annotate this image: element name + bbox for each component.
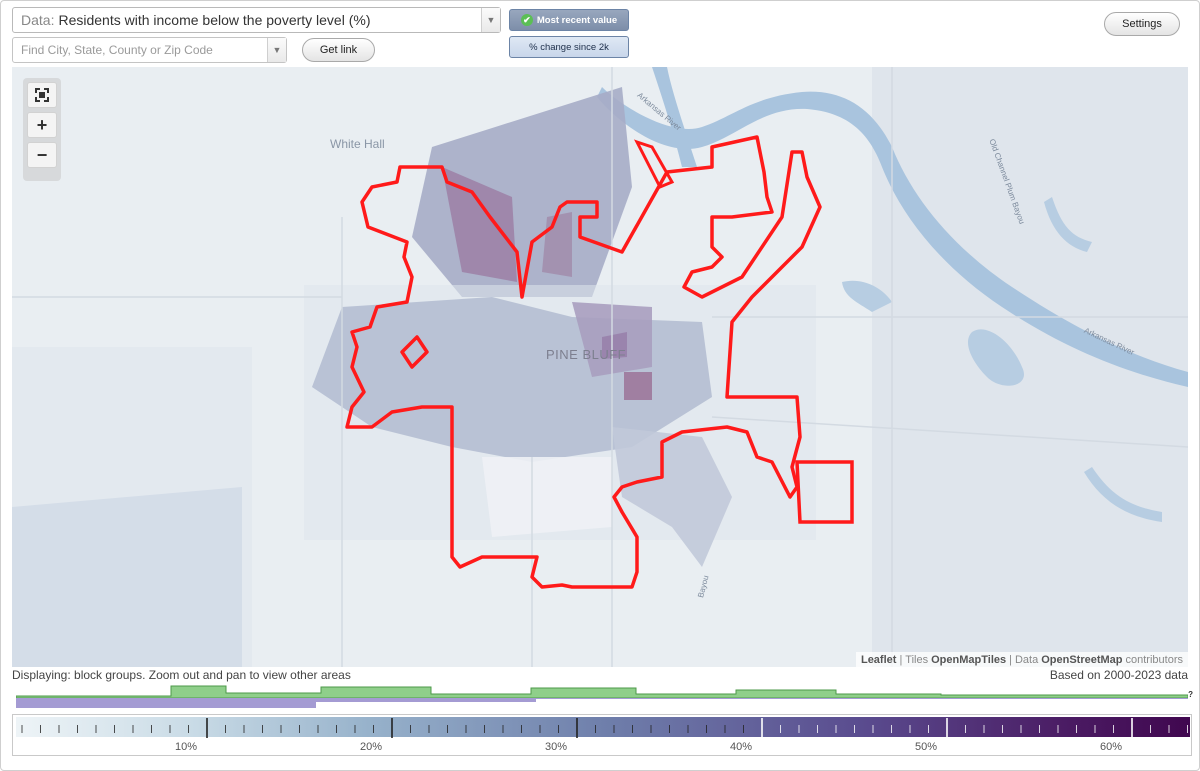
most-recent-value-button[interactable]: ✔ Most recent value (509, 9, 629, 31)
search-input[interactable] (12, 37, 287, 63)
lake-3 (1044, 197, 1092, 252)
river-north-channel (652, 67, 697, 167)
data-selector-value: Residents with income below the poverty … (58, 12, 371, 28)
data-range-status: Based on 2000-2023 data (1049, 668, 1188, 682)
data-selector[interactable]: Data: Residents with income below the po… (12, 7, 501, 33)
leaflet-link[interactable]: Leaflet (860, 653, 897, 666)
displaying-status: Displaying: block groups. Zoom out and p… (12, 668, 351, 682)
zoom-in-button[interactable]: + (27, 112, 57, 138)
blockgroup-south-east (612, 427, 732, 567)
lake-1 (967, 329, 1024, 386)
map-label-white-hall: White Hall (330, 137, 385, 151)
scale-ticks (21, 718, 1188, 738)
attrib-sep-2: | (1009, 653, 1012, 666)
lake-2 (842, 280, 892, 312)
histogram-green-bars (16, 685, 1188, 699)
zoom-controls: + − (23, 78, 61, 181)
zoom-out-button[interactable]: − (27, 142, 57, 168)
map-attribution: Leaflet | Tiles OpenMapTiles | Data Open… (855, 652, 1188, 667)
lake-4 (1084, 467, 1162, 522)
openstreetmap-link[interactable]: OpenStreetMap (1041, 653, 1123, 666)
help-icon[interactable]: ? (1188, 690, 1193, 699)
percent-change-button[interactable]: % change since 2k (509, 36, 629, 58)
scale-label-50: 50% (914, 741, 938, 753)
most-recent-value-label: Most recent value (536, 14, 618, 26)
arkansas-river (597, 87, 1188, 387)
attrib-tiles: Tiles (905, 653, 929, 666)
blockgroup-purple-1 (442, 167, 517, 282)
county-shade-sw2 (12, 487, 242, 667)
chevron-down-icon[interactable]: ▼ (481, 8, 500, 32)
percent-change-label: % change since 2k (529, 41, 609, 53)
color-scale-legend: 10% 20% 30% 40% 50% 60% (12, 714, 1192, 756)
map-svg (12, 67, 1188, 667)
scale-label-30: 30% (544, 741, 568, 753)
blockgroup-high (624, 372, 652, 400)
color-scale-gradient (16, 717, 1190, 737)
city-boundary-annex (795, 460, 854, 524)
scale-label-20: 20% (359, 741, 383, 753)
distribution-histogram (16, 685, 1188, 708)
scale-label-40: 40% (729, 741, 753, 753)
check-icon: ✔ (520, 14, 533, 26)
openmaptiles-link[interactable]: OpenMapTiles (931, 653, 1007, 666)
road-lines (12, 67, 1188, 667)
settings-button[interactable]: Settings (1104, 12, 1180, 36)
histogram-purple-bars (16, 698, 1188, 708)
scale-label-10: 10% (174, 741, 198, 753)
attrib-data: Data (1014, 653, 1039, 666)
blockgroup-core-3 (602, 332, 627, 359)
blockgroup-south (482, 457, 612, 537)
attrib-contributors: contributors (1125, 653, 1183, 666)
data-selector-label: Data: (21, 12, 55, 28)
scale-label-60: 60% (1099, 741, 1123, 753)
map-canvas[interactable]: White Hall PINE BLUFF Arkansas River Old… (12, 67, 1188, 667)
county-shade-east (872, 67, 1188, 667)
fullscreen-icon[interactable] (27, 82, 57, 108)
city-boundary-north-tip (633, 139, 675, 189)
get-link-button[interactable]: Get link (302, 38, 375, 62)
attrib-sep-1: | (899, 653, 903, 666)
map-label-pine-bluff: PINE BLUFF (546, 347, 627, 362)
chevron-down-icon[interactable]: ▼ (267, 38, 286, 62)
